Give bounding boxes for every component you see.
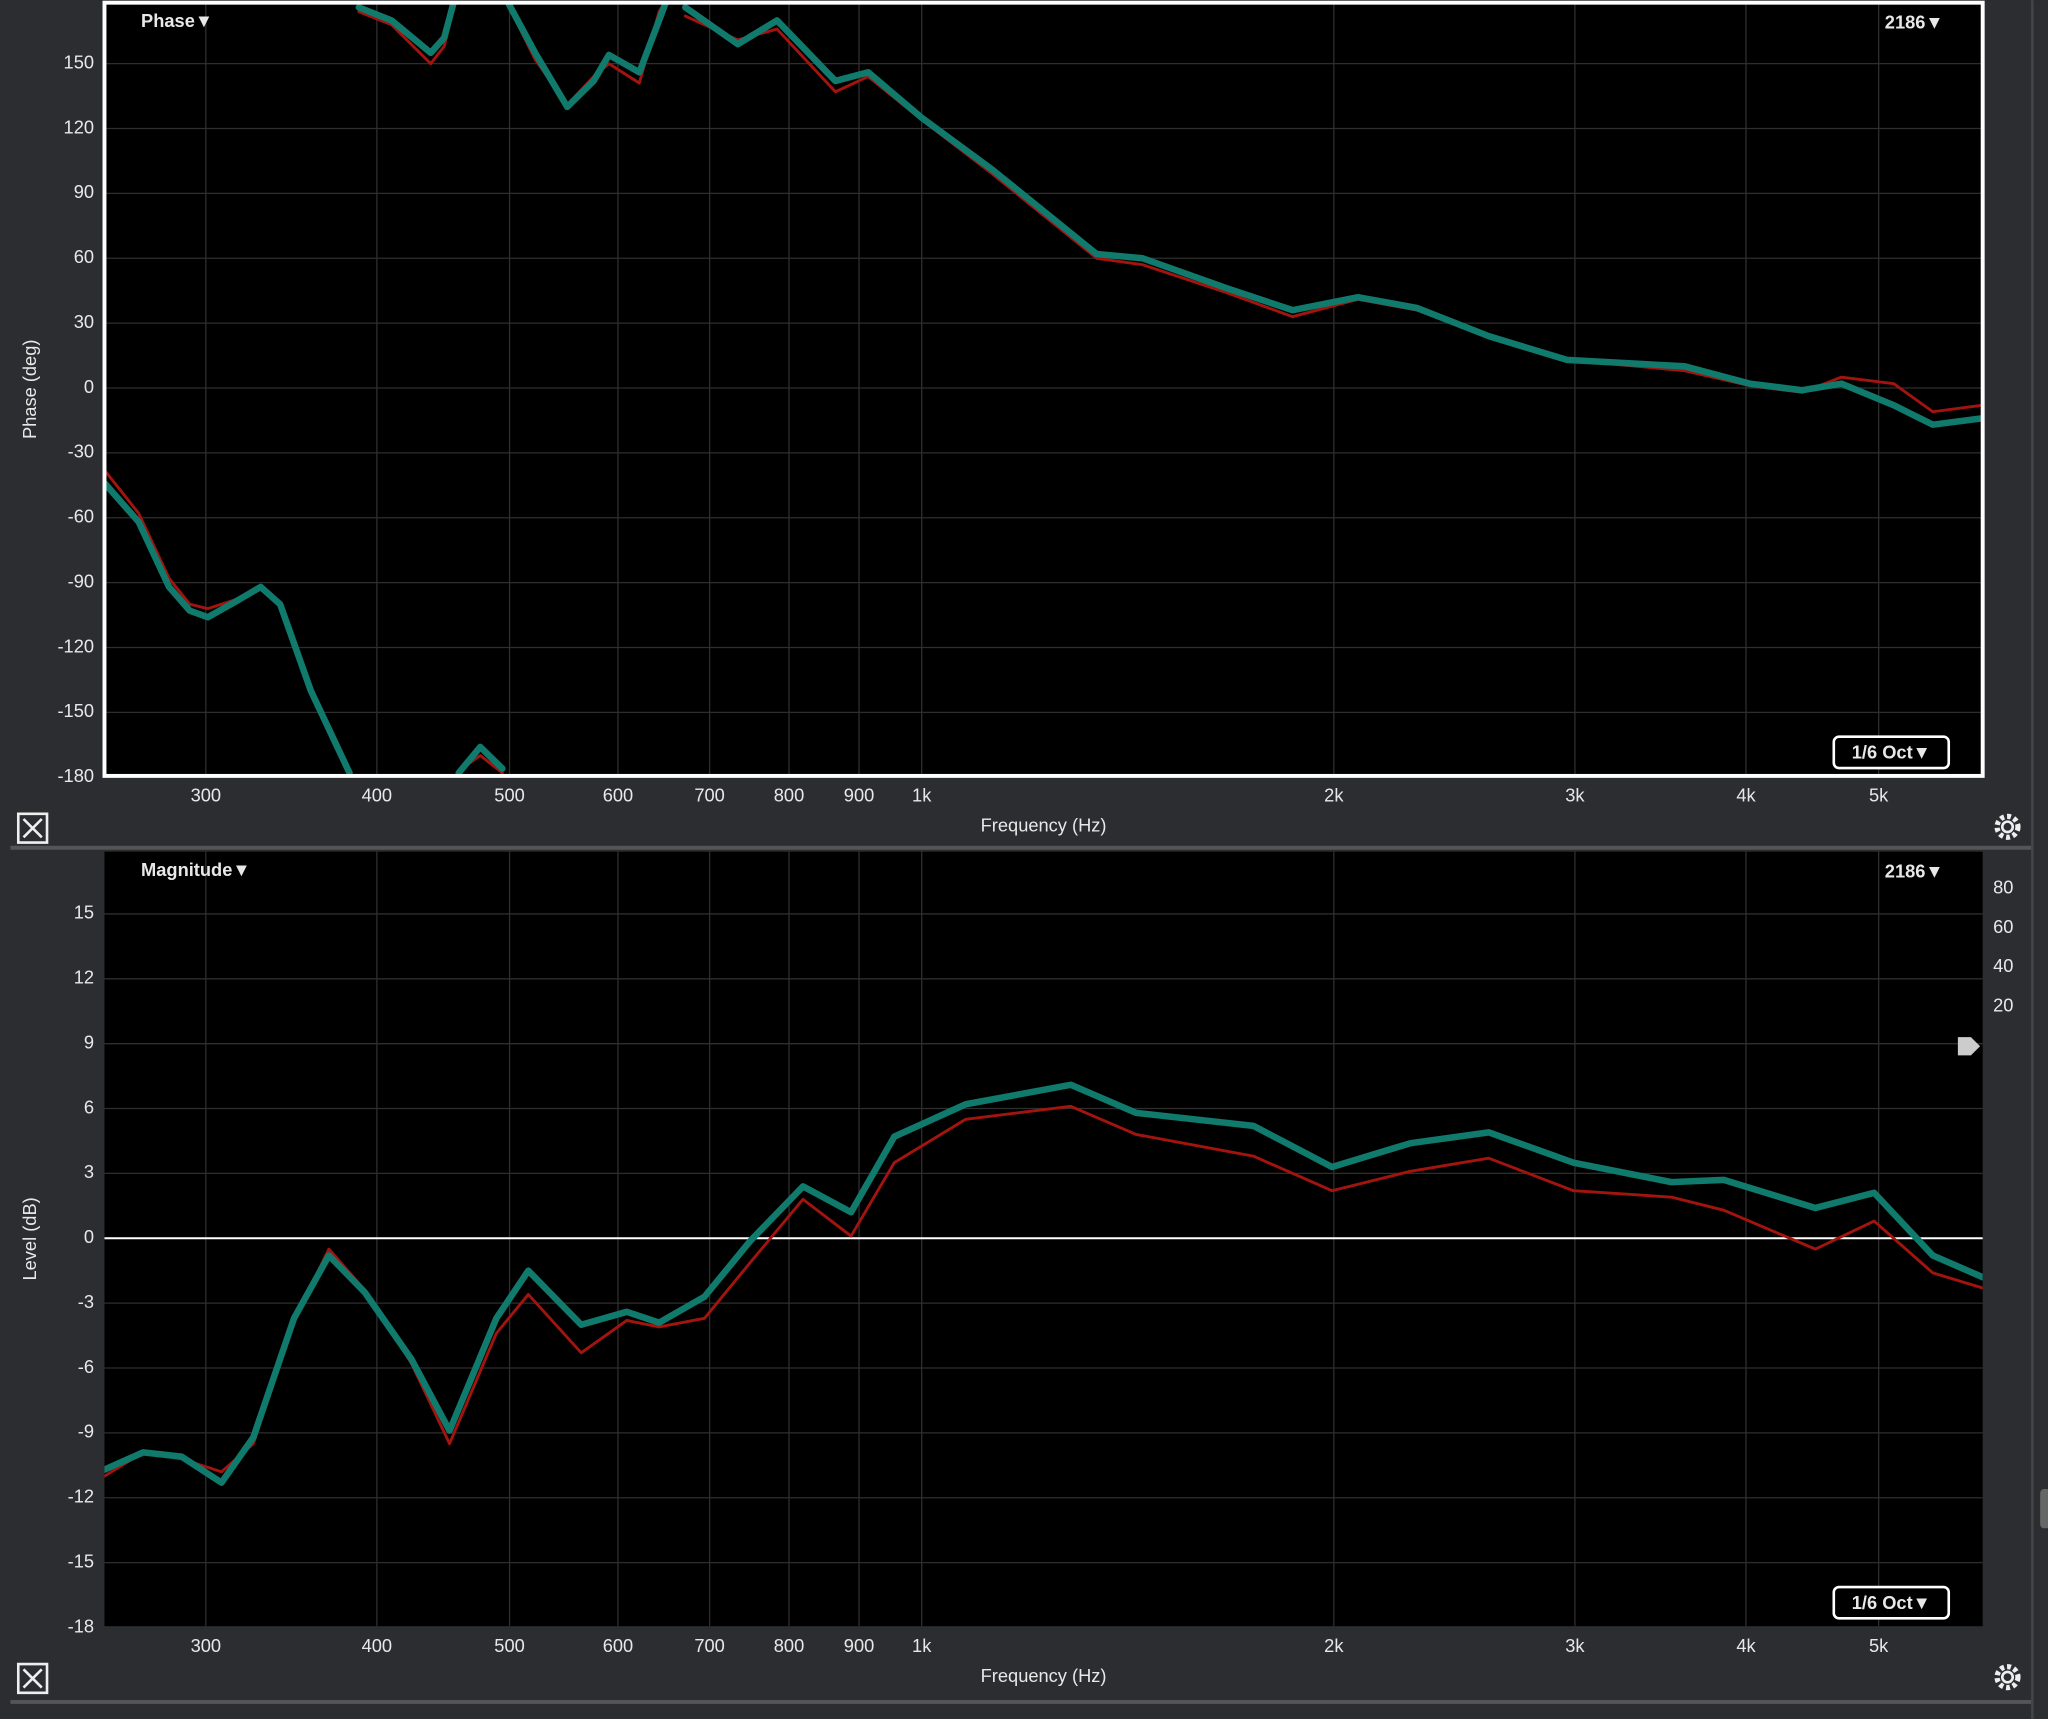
y-axis-label: Phase (deg) <box>19 340 40 440</box>
settings-button[interactable] <box>1994 1664 2021 1691</box>
plot-area <box>104 2 1983 776</box>
series-line <box>104 2 1983 776</box>
y-tick-label: -120 <box>57 635 94 656</box>
x-tick-label: 5k <box>1869 1635 1889 1656</box>
y-tick-label: -90 <box>68 570 94 591</box>
y-tick-label: 6 <box>84 1096 94 1117</box>
x-tick-label: 3k <box>1565 785 1585 806</box>
x-tick-label: 300 <box>191 1635 221 1656</box>
y2-tick-label: 20 <box>1993 995 2013 1016</box>
y-tick-label: -30 <box>68 441 94 462</box>
x-axis-label: Frequency (Hz) <box>981 815 1107 836</box>
x-tick-label: 2k <box>1324 785 1344 806</box>
y2-marker[interactable] <box>1957 1037 1981 1056</box>
y-tick-label: -3 <box>78 1291 94 1312</box>
y-tick-label: -15 <box>68 1550 94 1571</box>
x-tick-label: 700 <box>694 785 724 806</box>
settings-button[interactable] <box>1994 813 2021 840</box>
series-line <box>104 1081 1983 1486</box>
y-tick-label: 12 <box>74 967 94 988</box>
x-tick-label: 900 <box>844 785 874 806</box>
x-tick-label: 3k <box>1565 1635 1585 1656</box>
y-tick-label: 60 <box>74 246 94 267</box>
x-tick-label: 500 <box>494 1635 524 1656</box>
y-axis-label: Level (dB) <box>19 1197 40 1280</box>
x-tick-label: 500 <box>494 785 524 806</box>
x-axis-label: Frequency (Hz) <box>981 1665 1107 1686</box>
x-tick-label: 400 <box>362 785 392 806</box>
y-tick-label: 120 <box>64 116 94 137</box>
smoothing-box[interactable] <box>1832 735 1951 770</box>
series-line <box>104 2 1983 776</box>
x-tick-label: 800 <box>774 785 804 806</box>
trace-selector[interactable]: 2186▼ <box>1885 860 1944 881</box>
plot-frame <box>102 0 1985 778</box>
y-tick-label: 150 <box>64 51 94 72</box>
scrollbar-thumb[interactable] <box>2040 1489 2048 1529</box>
y-tick-label: 90 <box>74 181 94 202</box>
y-tick-label: -60 <box>68 506 94 527</box>
y-tick-label: 3 <box>84 1161 94 1182</box>
x-tick-label: 2k <box>1324 1635 1344 1656</box>
x-tick-label: 4k <box>1736 1635 1756 1656</box>
settings-button-hub <box>2000 820 2015 834</box>
y-tick-label: -12 <box>68 1486 94 1507</box>
x-tick-label: 600 <box>603 1635 633 1656</box>
smoothing-selector[interactable]: 1/6 Oct▼ <box>1852 1592 1931 1613</box>
chart-title[interactable]: Magnitude▼ <box>141 859 250 880</box>
y-tick-label: -180 <box>57 765 94 786</box>
y-tick-label: 0 <box>84 1226 94 1247</box>
x-tick-label: 1k <box>912 1635 932 1656</box>
y2-tick-label: 80 <box>1993 876 2013 897</box>
y-tick-label: 9 <box>84 1031 94 1052</box>
close-button[interactable] <box>16 1662 49 1695</box>
x-tick-label: 1k <box>912 785 932 806</box>
x-tick-label: 800 <box>774 1635 804 1656</box>
y-tick-label: -6 <box>78 1356 94 1377</box>
settings-button-hub <box>2000 1670 2015 1684</box>
y2-tick-label: 40 <box>1993 955 2013 976</box>
y-tick-label: -150 <box>57 700 94 721</box>
smoothing-selector[interactable]: 1/6 Oct▼ <box>1852 742 1931 763</box>
x-tick-label: 900 <box>844 1635 874 1656</box>
chart-title[interactable]: Phase▼ <box>141 10 213 31</box>
y2-tick-label: 60 <box>1993 916 2013 937</box>
x-tick-label: 400 <box>362 1635 392 1656</box>
x-tick-label: 300 <box>191 785 221 806</box>
x-tick-label: 600 <box>603 785 633 806</box>
x-tick-label: 5k <box>1869 785 1889 806</box>
y-tick-label: 15 <box>74 902 94 923</box>
smoothing-box[interactable] <box>1832 1585 1951 1620</box>
trace-selector[interactable]: 2186▼ <box>1885 11 1944 32</box>
x-tick-label: 4k <box>1736 785 1756 806</box>
y-tick-label: -18 <box>68 1615 94 1636</box>
close-button[interactable] <box>16 812 49 844</box>
x-tick-label: 700 <box>694 1635 724 1656</box>
y-tick-label: 30 <box>74 311 94 332</box>
y-tick-label: 0 <box>84 376 94 397</box>
y-tick-label: -9 <box>78 1421 94 1442</box>
